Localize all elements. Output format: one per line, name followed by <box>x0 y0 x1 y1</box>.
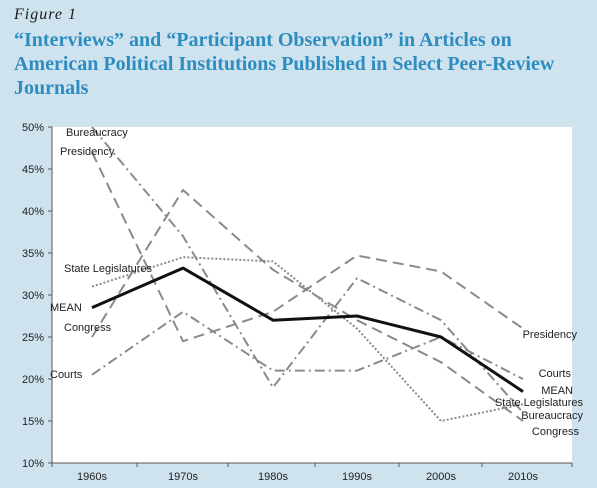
series-start-label-courts: Courts <box>50 369 83 381</box>
series-lines <box>91 126 524 422</box>
y-tick-label: 50% <box>22 122 44 134</box>
figure-title: “Interviews” and “Participant Observatio… <box>14 29 555 99</box>
x-tick-label: 1990s <box>342 471 372 483</box>
series-line-bureaucracy <box>91 126 524 414</box>
y-tick-label: 40% <box>22 206 44 218</box>
axes: 10% 15% 20% 25% 30% 35% 40% 45% 50% 1960s 1970s 198… <box>22 122 573 483</box>
plot-area <box>52 127 572 463</box>
series-start-label-state-legislatures: State Legislatures <box>64 263 153 275</box>
x-tick-label: 2000s <box>426 471 456 483</box>
series-line-courts <box>91 310 524 380</box>
series-end-label-mean: MEAN <box>541 385 573 397</box>
y-tick-label: 25% <box>22 332 44 344</box>
series-line-mean <box>91 266 524 393</box>
series-end-label-state-legislatures: State Legislatures <box>495 397 584 409</box>
x-tick-label: 1960s <box>77 471 107 483</box>
series-labels: Bureaucracy Bureaucracy Presidency Presiden… <box>50 127 583 438</box>
series-line-congress <box>91 189 524 422</box>
series-line-state-legislatures <box>91 256 524 422</box>
y-tick-label: 10% <box>22 458 44 470</box>
x-tick-label: 1980s <box>258 471 288 483</box>
y-tick-label: 30% <box>22 290 44 302</box>
series-start-label-mean: MEAN <box>50 302 82 314</box>
series-start-label-bureaucracy: Bureaucracy <box>66 127 128 139</box>
y-tick-label: 20% <box>22 374 44 386</box>
x-tick-label: 1970s <box>168 471 198 483</box>
series-end-label-presidency: Presidency <box>523 329 578 341</box>
y-tick-label: 35% <box>22 248 44 260</box>
series-end-label-courts: Courts <box>539 368 572 380</box>
series-end-label-bureaucracy: Bureaucracy <box>521 410 583 422</box>
series-end-label-congress: Congress <box>532 426 580 438</box>
figure-label: Figure 1 <box>14 6 77 23</box>
y-tick-label: 45% <box>22 164 44 176</box>
x-tick-label: 2010s <box>508 471 538 483</box>
series-line-presidency <box>91 151 524 343</box>
series-start-label-presidency: Presidency <box>60 146 115 158</box>
y-tick-label: 15% <box>22 416 44 428</box>
series-start-label-congress: Congress <box>64 322 112 334</box>
